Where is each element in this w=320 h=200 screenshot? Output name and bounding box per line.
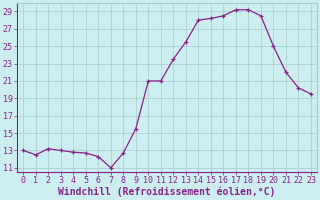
X-axis label: Windchill (Refroidissement éolien,°C): Windchill (Refroidissement éolien,°C) xyxy=(58,187,276,197)
